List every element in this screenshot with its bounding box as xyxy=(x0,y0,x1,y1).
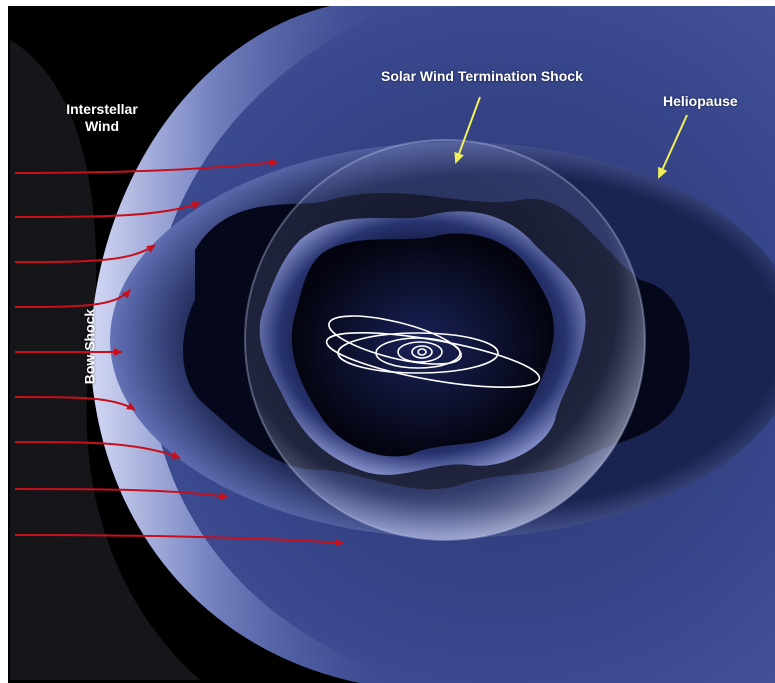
wind-arrow-4 xyxy=(14,289,131,308)
wind-arrow-7 xyxy=(14,441,181,459)
wind-arrow-6 xyxy=(14,396,136,411)
wind-arrow-8 xyxy=(14,488,229,500)
interstellar-wind-label: Interstellar Wind xyxy=(52,101,152,135)
orbit-1 xyxy=(417,348,427,356)
orbit-6 xyxy=(325,332,541,388)
orbit-7 xyxy=(328,315,462,365)
bow-shock-label: Bow Shock xyxy=(81,308,98,385)
inner-core xyxy=(291,233,554,457)
orbit-2 xyxy=(411,345,433,359)
solar-system-orbits xyxy=(325,315,541,388)
heliopause-label: Heliopause xyxy=(663,93,738,109)
termination-shock-label: Solar Wind Termination Shock xyxy=(381,68,583,84)
wind-arrow-9 xyxy=(14,534,344,547)
wind-arrow-3 xyxy=(14,244,156,263)
interstellar-dust-streak xyxy=(10,40,200,680)
orbit-3 xyxy=(397,341,443,363)
interstellar-wind-arrows xyxy=(14,158,344,547)
pointer-arrows xyxy=(454,96,688,179)
interstellar-wind-label-line1: Interstellar xyxy=(66,101,138,117)
heliopause-pointer xyxy=(658,114,688,179)
wind-arrow-1 xyxy=(14,158,279,174)
termination-shock-pointer xyxy=(454,96,481,164)
wind-arrow-2 xyxy=(14,201,201,218)
interstellar-wind-label-line2: Wind xyxy=(84,118,120,134)
bow-shock-glow xyxy=(90,6,420,683)
